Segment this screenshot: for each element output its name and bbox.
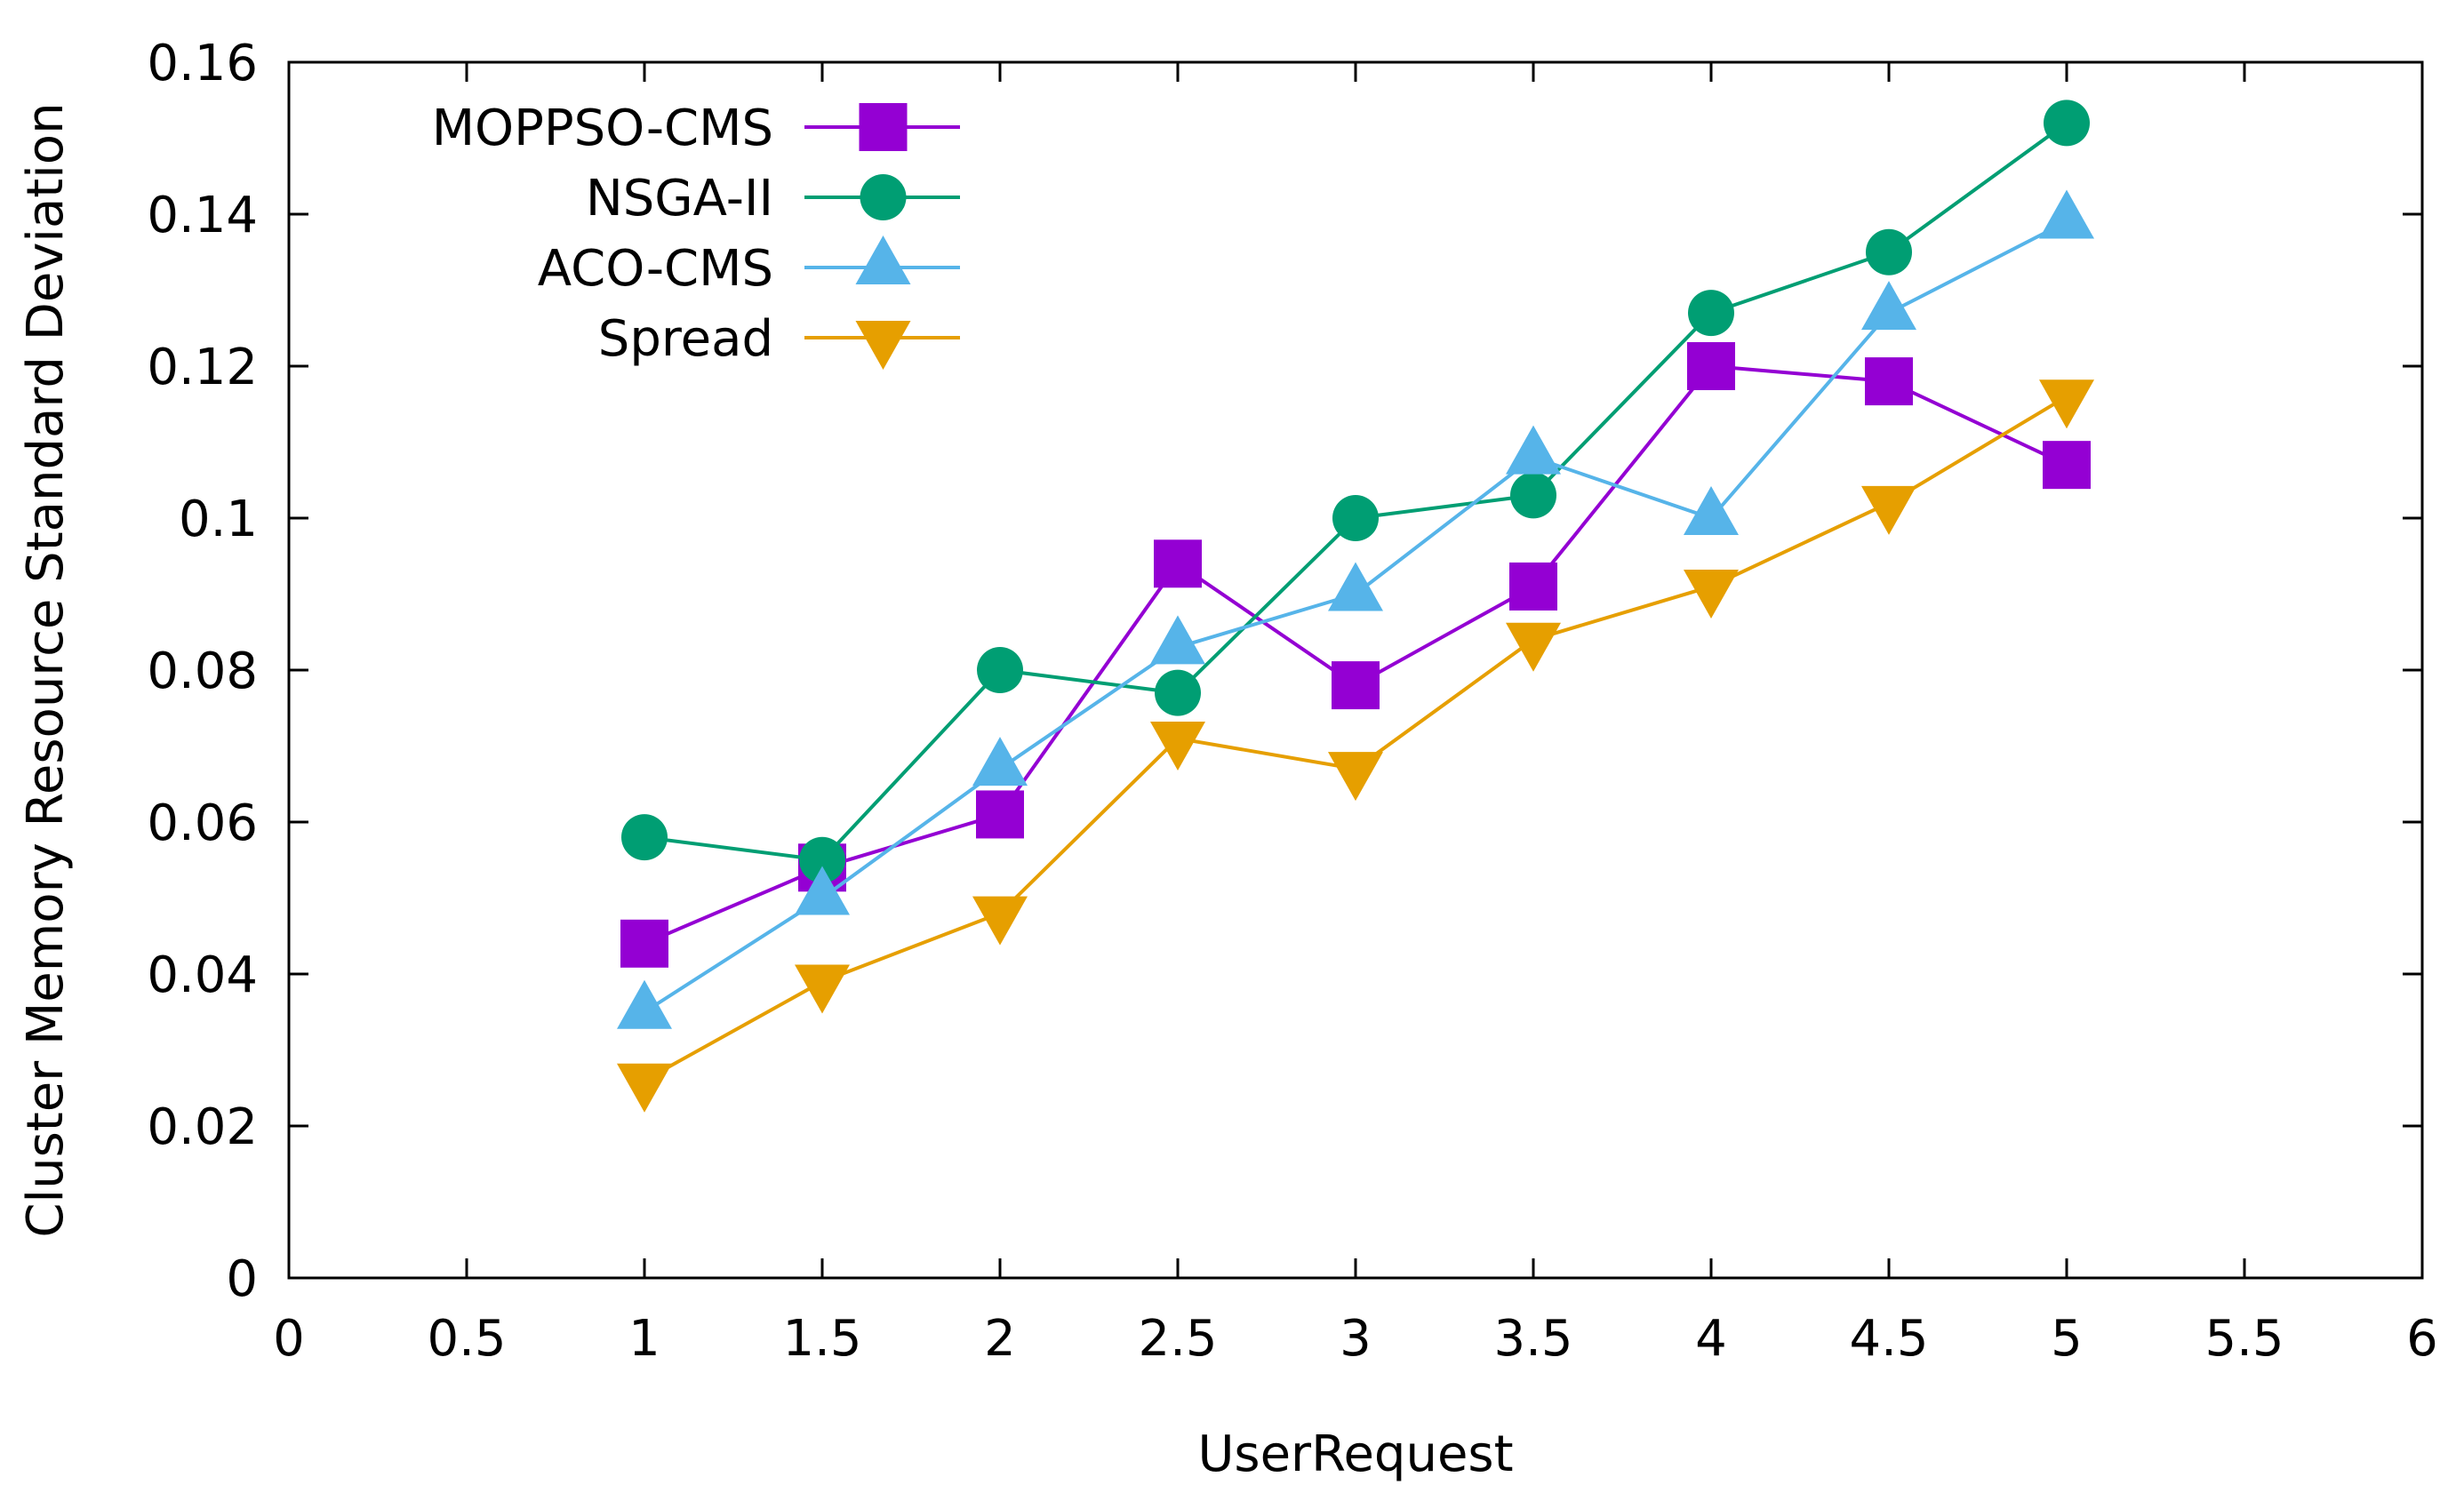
y-axis-title: Cluster Memory Resource Standard Deviati… — [17, 102, 75, 1237]
legend-marker — [860, 174, 907, 220]
legend-entry-nsga-ii: NSGA-II — [586, 170, 960, 228]
data-point-spread — [1150, 721, 1205, 770]
data-point-moppso-cms — [1332, 661, 1380, 710]
x-tick-label: 4 — [1695, 1310, 1727, 1368]
x-tick-label: 0.5 — [427, 1310, 506, 1368]
data-point-aco-cms — [795, 866, 850, 915]
x-tick-label: 3.5 — [1493, 1310, 1572, 1368]
data-point-aco-cms — [1328, 562, 1383, 611]
data-point-nsga-ii — [1688, 290, 1734, 337]
legend-label: NSGA-II — [586, 170, 773, 228]
y-tick-label: 0.12 — [147, 339, 258, 396]
x-tick-label: 5 — [2051, 1310, 2083, 1368]
data-point-aco-cms — [2039, 189, 2094, 239]
series-nsga-ii — [621, 100, 2090, 883]
y-tick-label: 0 — [226, 1250, 258, 1308]
data-point-nsga-ii — [1510, 472, 1556, 519]
data-point-moppso-cms — [1687, 342, 1735, 390]
data-point-aco-cms — [617, 979, 672, 1029]
data-point-spread — [2039, 379, 2094, 429]
x-tick-label: 3 — [1340, 1310, 1372, 1368]
data-point-spread — [617, 1063, 672, 1113]
legend-marker — [859, 103, 908, 151]
x-tick-label: 1 — [628, 1310, 660, 1368]
data-point-nsga-ii — [2044, 100, 2090, 147]
y-tick-label: 0.1 — [179, 491, 258, 548]
x-tick-label: 2 — [984, 1310, 1016, 1368]
x-tick-label: 2.5 — [1138, 1310, 1217, 1368]
data-point-spread — [1861, 485, 1916, 535]
data-point-aco-cms — [1684, 486, 1739, 535]
data-point-nsga-ii — [1332, 495, 1379, 541]
legend-entry-moppso-cms: MOPPSO-CMS — [432, 100, 960, 157]
data-point-moppso-cms — [2043, 441, 2091, 490]
data-point-spread — [1328, 752, 1383, 802]
series-layer — [617, 100, 2094, 1113]
data-point-spread — [1506, 622, 1561, 672]
data-point-moppso-cms — [1509, 562, 1557, 611]
data-point-spread — [795, 964, 850, 1014]
legend-entry-aco-cms: ACO-CMS — [538, 236, 960, 298]
legend-label: ACO-CMS — [538, 240, 773, 298]
data-point-nsga-ii — [1155, 669, 1201, 716]
legend: MOPPSO-CMS NSGA-II ACO-CMS Spread — [432, 100, 960, 370]
data-point-nsga-ii — [799, 836, 845, 883]
y-tick-label: 0.06 — [147, 794, 258, 852]
y-tick-label: 0.16 — [147, 35, 258, 92]
x-tick-label: 0 — [273, 1310, 305, 1368]
plot-frame — [287, 60, 2424, 1280]
data-point-aco-cms — [972, 737, 1028, 786]
x-tick-label: 6 — [2406, 1310, 2438, 1368]
axis-ticks — [289, 62, 2422, 1278]
x-axis-title: UserRequest — [1197, 1425, 1513, 1483]
legend-label: Spread — [598, 310, 773, 368]
data-point-moppso-cms — [1154, 539, 1202, 588]
data-point-aco-cms — [1150, 615, 1205, 665]
tick-labels: 0 0.5 1 1.5 2 2.5 3 3.5 4 4.5 5 5.5 6 0 0.02 0.04 0.06 0.… — [147, 35, 2438, 1368]
legend-entry-spread: Spread — [598, 310, 960, 370]
data-point-aco-cms — [1861, 281, 1916, 331]
series-aco-cms — [617, 189, 2094, 1029]
legend-label: MOPPSO-CMS — [432, 100, 773, 157]
y-tick-label: 0.04 — [147, 946, 258, 1004]
data-point-moppso-cms — [620, 919, 668, 968]
legend-marker — [855, 236, 911, 284]
data-point-aco-cms — [1506, 425, 1561, 475]
data-point-nsga-ii — [621, 814, 668, 861]
data-point-spread — [1684, 569, 1739, 619]
y-tick-label: 0.08 — [147, 643, 258, 700]
data-point-nsga-ii — [1866, 228, 1912, 275]
y-tick-label: 0.14 — [147, 187, 258, 244]
x-tick-label: 1.5 — [782, 1310, 861, 1368]
data-point-spread — [972, 896, 1028, 946]
y-tick-label: 0.02 — [147, 1098, 258, 1156]
data-point-nsga-ii — [977, 647, 1023, 693]
x-tick-label: 4.5 — [1849, 1310, 1928, 1368]
x-tick-label: 5.5 — [2204, 1310, 2284, 1368]
series-spread — [617, 379, 2094, 1113]
legend-marker — [855, 321, 911, 370]
data-point-moppso-cms — [1865, 357, 1913, 406]
data-point-moppso-cms — [976, 790, 1024, 839]
